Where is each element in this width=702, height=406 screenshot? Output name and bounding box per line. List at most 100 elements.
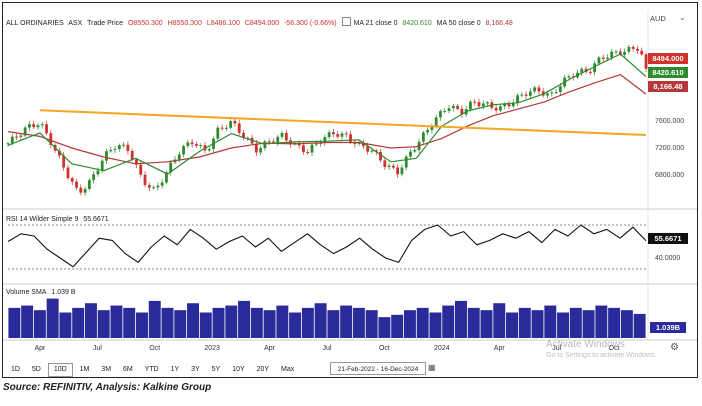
ma21-toggle[interactable] (341, 17, 351, 26)
range-button-20y[interactable]: 20Y (256, 366, 270, 373)
candle-body (177, 154, 181, 160)
volume-bar (620, 310, 633, 338)
volume-bar (442, 305, 455, 338)
range-button-5d[interactable]: 5D (31, 366, 41, 373)
candle-body (323, 137, 327, 143)
range-button-1m[interactable]: 1M (79, 366, 90, 373)
volume-bar (250, 307, 263, 338)
candle-body (32, 124, 36, 128)
candle-body (430, 127, 434, 131)
volume-bar (582, 310, 595, 338)
candle-body (503, 103, 507, 107)
x-tick-label: Oct (608, 345, 620, 352)
candle-body (190, 142, 194, 145)
candle-body (520, 94, 524, 96)
range-button-3y[interactable]: 3Y (191, 366, 200, 373)
candle-body (644, 54, 648, 69)
candle-body (597, 57, 601, 64)
candle-body (469, 101, 472, 110)
candle-body (614, 51, 618, 53)
date-range-input[interactable]: 21-Feb-2022 - 16-Dec-2024 (330, 362, 426, 375)
volume-bar (416, 307, 429, 338)
candle-body (280, 132, 284, 137)
x-tick-label: 2023 (204, 345, 220, 352)
candle-body (267, 141, 271, 143)
x-tick-label: Apr (34, 345, 46, 352)
calendar-icon[interactable]: ▦ (428, 363, 436, 372)
candle-body (486, 102, 489, 104)
close-value: C8494.000 (244, 20, 280, 27)
range-button-10y[interactable]: 10Y (232, 366, 245, 373)
low-value: L8486.100 (206, 20, 240, 27)
volume-bar (480, 310, 493, 338)
candle-body (199, 145, 203, 147)
volume-bar (518, 307, 531, 338)
candle-body (272, 141, 275, 143)
candle-body (310, 144, 314, 153)
volume-bar (174, 310, 187, 338)
volume-label: Volume SMA (6, 289, 47, 296)
candle-body (533, 87, 537, 92)
volume-bar (467, 307, 480, 338)
ma21-value: 8420.610 (402, 20, 432, 27)
candle-body (23, 127, 27, 136)
range-button-5y[interactable]: 5Y (211, 366, 221, 373)
candle-body (580, 68, 584, 73)
candle-body (135, 159, 138, 165)
range-button-max[interactable]: Max (281, 366, 295, 373)
y-tick-label: 7600.000 (655, 118, 685, 125)
candle-body (481, 103, 485, 107)
chevron-down-icon[interactable]: ⌄ (679, 13, 686, 22)
candle-body (439, 111, 442, 118)
y-tick-label: 6800.000 (655, 172, 685, 179)
candle-body (152, 187, 155, 189)
candle-body (19, 135, 23, 137)
rsi-legend: RSI 14 Wilder Simple 9 55.6671 (6, 216, 112, 223)
volume-bar (506, 312, 518, 338)
candle-body (66, 167, 70, 179)
candle-body (499, 106, 502, 111)
candle-body (259, 148, 263, 153)
volume-bar (276, 305, 289, 338)
watermark-subtitle: Go to Settings to activate Windows. (546, 352, 657, 359)
volume-bar (429, 312, 442, 338)
range-button-1y[interactable]: 1Y (170, 366, 180, 373)
candle-body (327, 132, 331, 138)
volume-bar (8, 307, 21, 338)
range-button-1d[interactable]: 1D (11, 366, 20, 373)
currency-select[interactable]: AUD (650, 14, 666, 23)
volume-bar (557, 312, 570, 338)
ma50-label: MA 50 close 0 (436, 20, 481, 27)
candle-body (263, 141, 267, 149)
candle-body (456, 105, 459, 109)
volume-bar (289, 312, 302, 338)
candle-body (370, 150, 374, 152)
settings-icon[interactable]: ⚙ (670, 342, 679, 353)
candle-body (340, 133, 344, 137)
range-button-6m[interactable]: 6M (122, 366, 133, 373)
candle-body (143, 174, 147, 185)
candle-body (147, 184, 151, 188)
volume-bar (314, 303, 327, 338)
volume-bar (238, 300, 251, 338)
candle-body (314, 143, 318, 145)
volume-bar (84, 303, 97, 338)
watermark-title: Activate Windows (546, 339, 625, 350)
candle-body (233, 121, 237, 124)
candle-body (83, 188, 87, 193)
candle-body (182, 146, 185, 155)
volume-bar (327, 310, 340, 338)
candle-body (156, 185, 160, 188)
volume-bar (544, 305, 557, 338)
source-caption: Source: REFINITIV, Analysis: Kalkine Gro… (3, 382, 212, 393)
candle-body (366, 146, 370, 152)
candle-body (391, 165, 395, 168)
range-button-10d[interactable]: 10D (47, 363, 73, 377)
range-button-3m[interactable]: 3M (101, 366, 112, 373)
candle-body (601, 57, 605, 59)
candle-body (473, 101, 477, 103)
candle-body (361, 142, 365, 147)
range-button-ytd[interactable]: YTD (144, 366, 159, 373)
volume-bar (531, 310, 544, 338)
candle-body (507, 103, 511, 107)
